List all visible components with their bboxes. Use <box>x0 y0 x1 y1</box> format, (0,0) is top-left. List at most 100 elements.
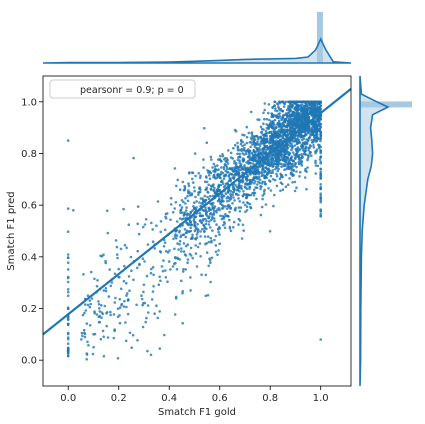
scatter-point <box>274 107 277 110</box>
scatter-point <box>295 113 298 117</box>
scatter-point <box>204 217 207 221</box>
scatter-point <box>319 173 323 176</box>
scatter-point <box>193 189 196 193</box>
scatter-point <box>252 139 256 143</box>
scatter-point <box>319 156 323 159</box>
scatter-point <box>169 268 172 271</box>
scatter-point <box>151 240 155 243</box>
scatter-point <box>206 195 209 199</box>
y-tick-label: 0.0 <box>21 356 37 367</box>
scatter-point <box>259 187 262 191</box>
scatter-point <box>180 279 183 283</box>
scatter-point <box>80 338 83 341</box>
scatter-point <box>316 133 319 136</box>
scatter-point <box>311 129 314 133</box>
scatter-point <box>211 201 215 205</box>
scatter-point <box>286 183 290 186</box>
scatter-point <box>305 111 309 114</box>
scatter-point <box>254 180 257 183</box>
scatter-point <box>86 340 89 344</box>
scatter-point <box>319 150 323 153</box>
scatter-point <box>236 146 240 150</box>
scatter-point <box>249 110 253 114</box>
scatter-point <box>226 204 230 208</box>
scatter-point <box>125 294 128 297</box>
scatter-point <box>266 140 270 143</box>
scatter-point <box>301 148 305 152</box>
scatter-point <box>84 309 88 312</box>
scatter-point <box>242 229 245 232</box>
scatter-point <box>98 320 102 324</box>
scatter-point <box>220 160 223 163</box>
scatter-point <box>233 143 237 147</box>
scatter-point <box>272 133 276 136</box>
scatter-point <box>274 140 277 144</box>
scatter-point <box>228 227 232 230</box>
scatter-point <box>92 345 95 349</box>
scatter-point <box>277 133 280 136</box>
scatter-point <box>100 316 103 320</box>
scatter-point <box>142 290 145 294</box>
scatter-point <box>184 254 188 257</box>
scatter-point <box>268 118 271 122</box>
scatter-point <box>243 143 246 146</box>
scatter-point <box>123 264 126 268</box>
scatter-point <box>189 246 193 250</box>
scatter-point <box>281 115 285 119</box>
scatter-point <box>318 158 322 161</box>
scatter-point <box>240 147 243 151</box>
scatter-point <box>211 215 214 219</box>
scatter-point <box>242 168 245 171</box>
scatter-point <box>125 246 128 250</box>
scatter-point <box>280 118 284 122</box>
marginal-y-distribution <box>359 75 412 387</box>
scatter-point <box>316 164 320 168</box>
scatter-point <box>159 230 162 234</box>
scatter-point <box>178 188 182 191</box>
scatter-point <box>275 144 278 147</box>
scatter-point <box>281 136 285 140</box>
scatter-point <box>178 229 181 233</box>
scatter-point <box>66 207 70 210</box>
scatter-point <box>207 223 211 226</box>
scatter-point <box>204 206 207 209</box>
scatter-point <box>146 243 150 246</box>
scatter-point <box>245 187 249 190</box>
scatter-point <box>195 233 199 236</box>
scatter-point <box>241 133 244 137</box>
scatter-point <box>114 239 118 242</box>
scatter-point <box>295 186 298 189</box>
scatter-point <box>174 256 177 260</box>
scatter-point <box>238 148 241 152</box>
scatter-point <box>189 220 192 224</box>
scatter-point <box>217 158 220 161</box>
scatter-point <box>209 155 213 159</box>
scatter-point <box>247 155 250 159</box>
scatter-point <box>216 164 219 167</box>
scatter-point <box>269 146 273 149</box>
scatter-point <box>222 167 226 171</box>
scatter-point <box>158 310 161 313</box>
scatter-point <box>66 351 70 355</box>
scatter-point <box>110 281 114 284</box>
scatter-point <box>264 145 267 149</box>
scatter-point <box>291 181 294 184</box>
scatter-point <box>293 164 297 167</box>
scatter-point <box>106 231 110 235</box>
scatter-point <box>184 202 187 205</box>
scatter-point <box>145 274 149 278</box>
scatter-point <box>192 219 196 222</box>
scatter-point <box>66 268 70 271</box>
scatter-point <box>216 227 220 231</box>
scatter-point <box>97 315 101 319</box>
scatter-point <box>182 188 186 192</box>
scatter-point <box>130 346 133 350</box>
scatter-point <box>141 257 145 261</box>
scatter-point <box>118 321 122 325</box>
scatter-point <box>300 164 304 167</box>
scatter-point <box>207 183 210 187</box>
scatter-point <box>302 109 306 113</box>
scatter-point <box>209 226 212 229</box>
scatter-point <box>173 313 177 316</box>
scatter-point <box>180 206 184 209</box>
